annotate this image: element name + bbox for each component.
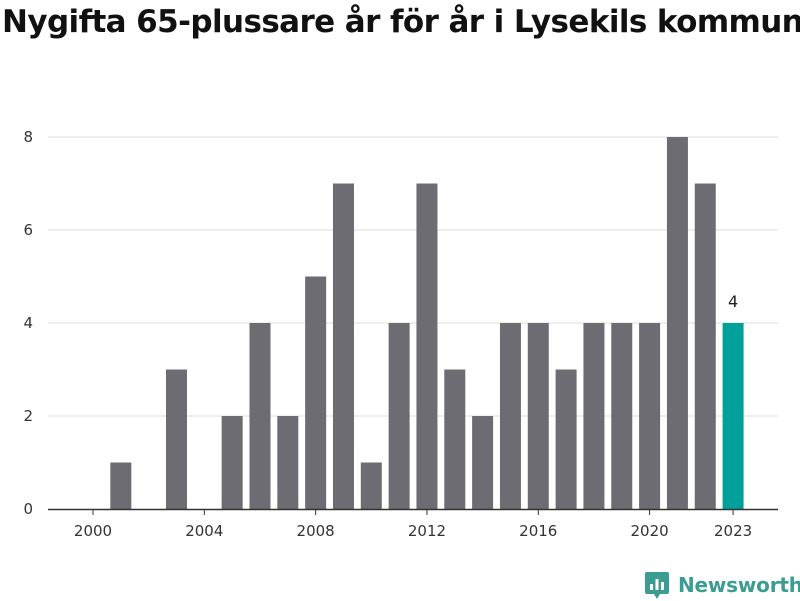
- brand-name: Newsworthy: [678, 573, 800, 597]
- bar-2007: [277, 416, 299, 509]
- bar-2016: [527, 323, 549, 509]
- bar-2012: [416, 183, 438, 509]
- bar-2005: [221, 416, 243, 509]
- bar-2023: [722, 323, 744, 509]
- bar-2017: [555, 369, 577, 509]
- data-label-2023: 4: [728, 292, 738, 311]
- chart-title: Nygifta 65-plussare år för år i Lysekils…: [2, 4, 800, 40]
- x-tick-label: 2020: [631, 522, 669, 540]
- brand-logo: Newsworthy: [644, 569, 800, 601]
- bars: [110, 137, 744, 509]
- bar-2015: [499, 323, 521, 509]
- x-tick-label: 2016: [519, 522, 557, 540]
- bar-2003: [165, 369, 187, 509]
- labels: 0 2 4 6 8 2000 2004 2008 2012 2016 2020 2023 4: [23, 128, 752, 540]
- bar-2008: [305, 276, 327, 509]
- bar-2022: [694, 183, 716, 509]
- bar-2020: [639, 323, 661, 509]
- newsworthy-logo-icon: [645, 572, 669, 599]
- x-tick-label: 2023: [714, 522, 752, 540]
- y-tick-label: 6: [23, 221, 33, 239]
- bar-2011: [388, 323, 410, 509]
- x-tick-label: 2000: [74, 522, 112, 540]
- x-tick-label: 2012: [408, 522, 446, 540]
- y-tick-label: 4: [23, 314, 33, 332]
- bar-2019: [611, 323, 633, 509]
- bar-2013: [444, 369, 466, 509]
- y-tick-label: 0: [23, 500, 33, 518]
- x-tick-label: 2008: [297, 522, 335, 540]
- bar-2001: [110, 462, 132, 509]
- y-tick-label: 8: [23, 128, 33, 146]
- bar-2014: [472, 416, 494, 509]
- y-tick-label: 2: [23, 407, 33, 425]
- bar-2009: [332, 183, 354, 509]
- bar-2006: [249, 323, 271, 509]
- bar-2018: [583, 323, 605, 509]
- axes: [48, 508, 778, 515]
- x-tick-label: 2004: [185, 522, 223, 540]
- bar-2021: [666, 137, 688, 509]
- bar-2010: [360, 462, 382, 509]
